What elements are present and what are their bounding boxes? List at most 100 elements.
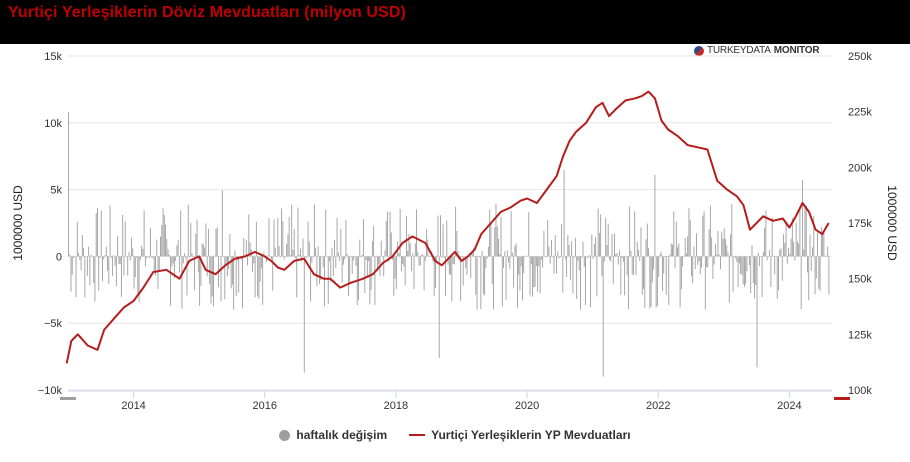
weekly-change-bar	[654, 174, 656, 257]
weekly-change-bar	[399, 208, 401, 257]
weekly-change-bar	[329, 256, 330, 262]
weekly-change-bar	[378, 256, 380, 265]
chart-title: Yurtiçi Yerleşiklerin Döviz Mevduatları …	[8, 4, 406, 21]
weekly-change-bar	[242, 256, 243, 309]
legend: haftalık değişim Yurtiçi Yerleşiklerin Y…	[0, 428, 910, 442]
weekly-change-bar	[475, 256, 477, 295]
weekly-change-bar	[171, 256, 173, 267]
weekly-change-bar	[456, 230, 458, 257]
weekly-change-bar	[720, 256, 721, 270]
legend-item-line[interactable]: Yurtiçi Yerleşiklerin YP Mevduatları	[409, 428, 631, 442]
weekly-change-bar	[267, 255, 269, 257]
weekly-change-bar	[226, 256, 228, 277]
weekly-change-bar	[308, 241, 310, 257]
weekly-change-bar	[284, 256, 286, 257]
weekly-change-bar	[389, 211, 391, 257]
weekly-change-bar	[100, 210, 102, 257]
weekly-change-bar	[601, 256, 603, 277]
weekly-change-bar	[825, 255, 827, 257]
weekly-change-bar	[259, 256, 261, 282]
weekly-change-bar	[680, 256, 682, 290]
weekly-change-bar	[97, 208, 98, 257]
weekly-change-bar	[615, 253, 617, 257]
weekly-change-bar	[148, 256, 150, 259]
weekly-change-bar	[79, 256, 81, 260]
weekly-change-bar	[551, 239, 552, 257]
weekly-change-bar	[176, 245, 178, 257]
weekly-change-bar	[664, 256, 666, 257]
weekly-change-bar	[824, 256, 826, 257]
weekly-change-bar	[667, 256, 668, 257]
weekly-change-bar	[283, 256, 285, 260]
weekly-change-bar	[302, 238, 304, 257]
weekly-change-bar	[336, 217, 338, 257]
weekly-change-bar	[418, 256, 420, 266]
x-tick-label: 2016	[252, 400, 276, 412]
weekly-change-bar	[124, 221, 126, 257]
weekly-change-bar	[741, 256, 743, 275]
weekly-change-bar	[243, 238, 245, 257]
weekly-change-bar	[422, 254, 424, 257]
weekly-change-bar	[732, 256, 734, 292]
x-tick-label: 2020	[515, 400, 539, 412]
weekly-change-bar	[210, 256, 212, 304]
weekly-change-bar	[339, 256, 341, 261]
weekly-change-bar	[161, 225, 163, 257]
watermark: TURKEYDATA MONITOR	[694, 45, 820, 56]
weekly-change-bar	[317, 246, 319, 257]
weekly-change-bar	[771, 217, 773, 257]
weekly-change-bar	[120, 256, 122, 297]
weekly-change-bar	[194, 256, 196, 291]
weekly-change-bar	[463, 256, 465, 257]
weekly-change-bar	[211, 256, 213, 297]
weekly-change-bar	[158, 256, 160, 272]
weekly-change-bar	[818, 256, 820, 289]
weekly-change-bar	[527, 255, 528, 257]
weekly-change-bar	[369, 256, 371, 305]
weekly-change-bar	[394, 256, 396, 279]
weekly-change-bar	[94, 256, 96, 302]
weekly-change-bar	[178, 256, 180, 273]
weekly-change-bar	[443, 256, 445, 259]
weekly-change-bar	[368, 256, 370, 262]
weekly-change-bar	[172, 256, 174, 264]
weekly-change-bar	[687, 236, 689, 257]
weekly-change-bar	[793, 241, 795, 257]
weekly-change-bar	[293, 228, 295, 257]
weekly-change-bar	[489, 209, 491, 257]
weekly-change-bar	[322, 256, 324, 268]
weekly-change-bar	[482, 256, 484, 294]
weekly-change-bar	[387, 211, 388, 257]
weekly-change-bar	[494, 227, 496, 257]
weekly-change-bar	[622, 256, 624, 262]
legend-item-bars[interactable]: haftalık değişim	[279, 428, 387, 442]
weekly-change-bar	[524, 256, 526, 257]
weekly-change-bar	[499, 254, 501, 257]
weekly-change-bar	[342, 256, 344, 265]
weekly-change-bar	[437, 215, 439, 257]
weekly-change-bar	[354, 256, 356, 257]
weekly-change-bar	[796, 241, 798, 257]
weekly-change-bar	[624, 256, 626, 296]
weekly-change-bar	[126, 256, 127, 257]
weekly-change-bar	[803, 249, 805, 257]
weekly-change-bar	[272, 256, 274, 291]
weekly-change-bar	[823, 232, 825, 257]
weekly-change-bar	[433, 256, 435, 296]
weekly-change-bar	[321, 255, 323, 257]
weekly-change-bar	[414, 243, 416, 257]
weekly-change-bar	[190, 223, 192, 257]
weekly-change-bar	[167, 249, 169, 257]
weekly-change-bar	[134, 256, 136, 278]
weekly-change-bar	[300, 248, 301, 257]
weekly-change-bar	[458, 255, 460, 257]
weekly-change-bar	[515, 243, 517, 257]
weekly-change-bar	[770, 256, 772, 288]
weekly-change-bar	[441, 256, 443, 258]
weekly-change-bar	[219, 256, 221, 257]
weekly-change-bar	[740, 256, 742, 274]
weekly-change-bar	[656, 256, 658, 306]
weekly-change-bar	[428, 255, 430, 257]
weekly-change-bar	[419, 256, 421, 266]
weekly-change-bar	[528, 212, 530, 257]
